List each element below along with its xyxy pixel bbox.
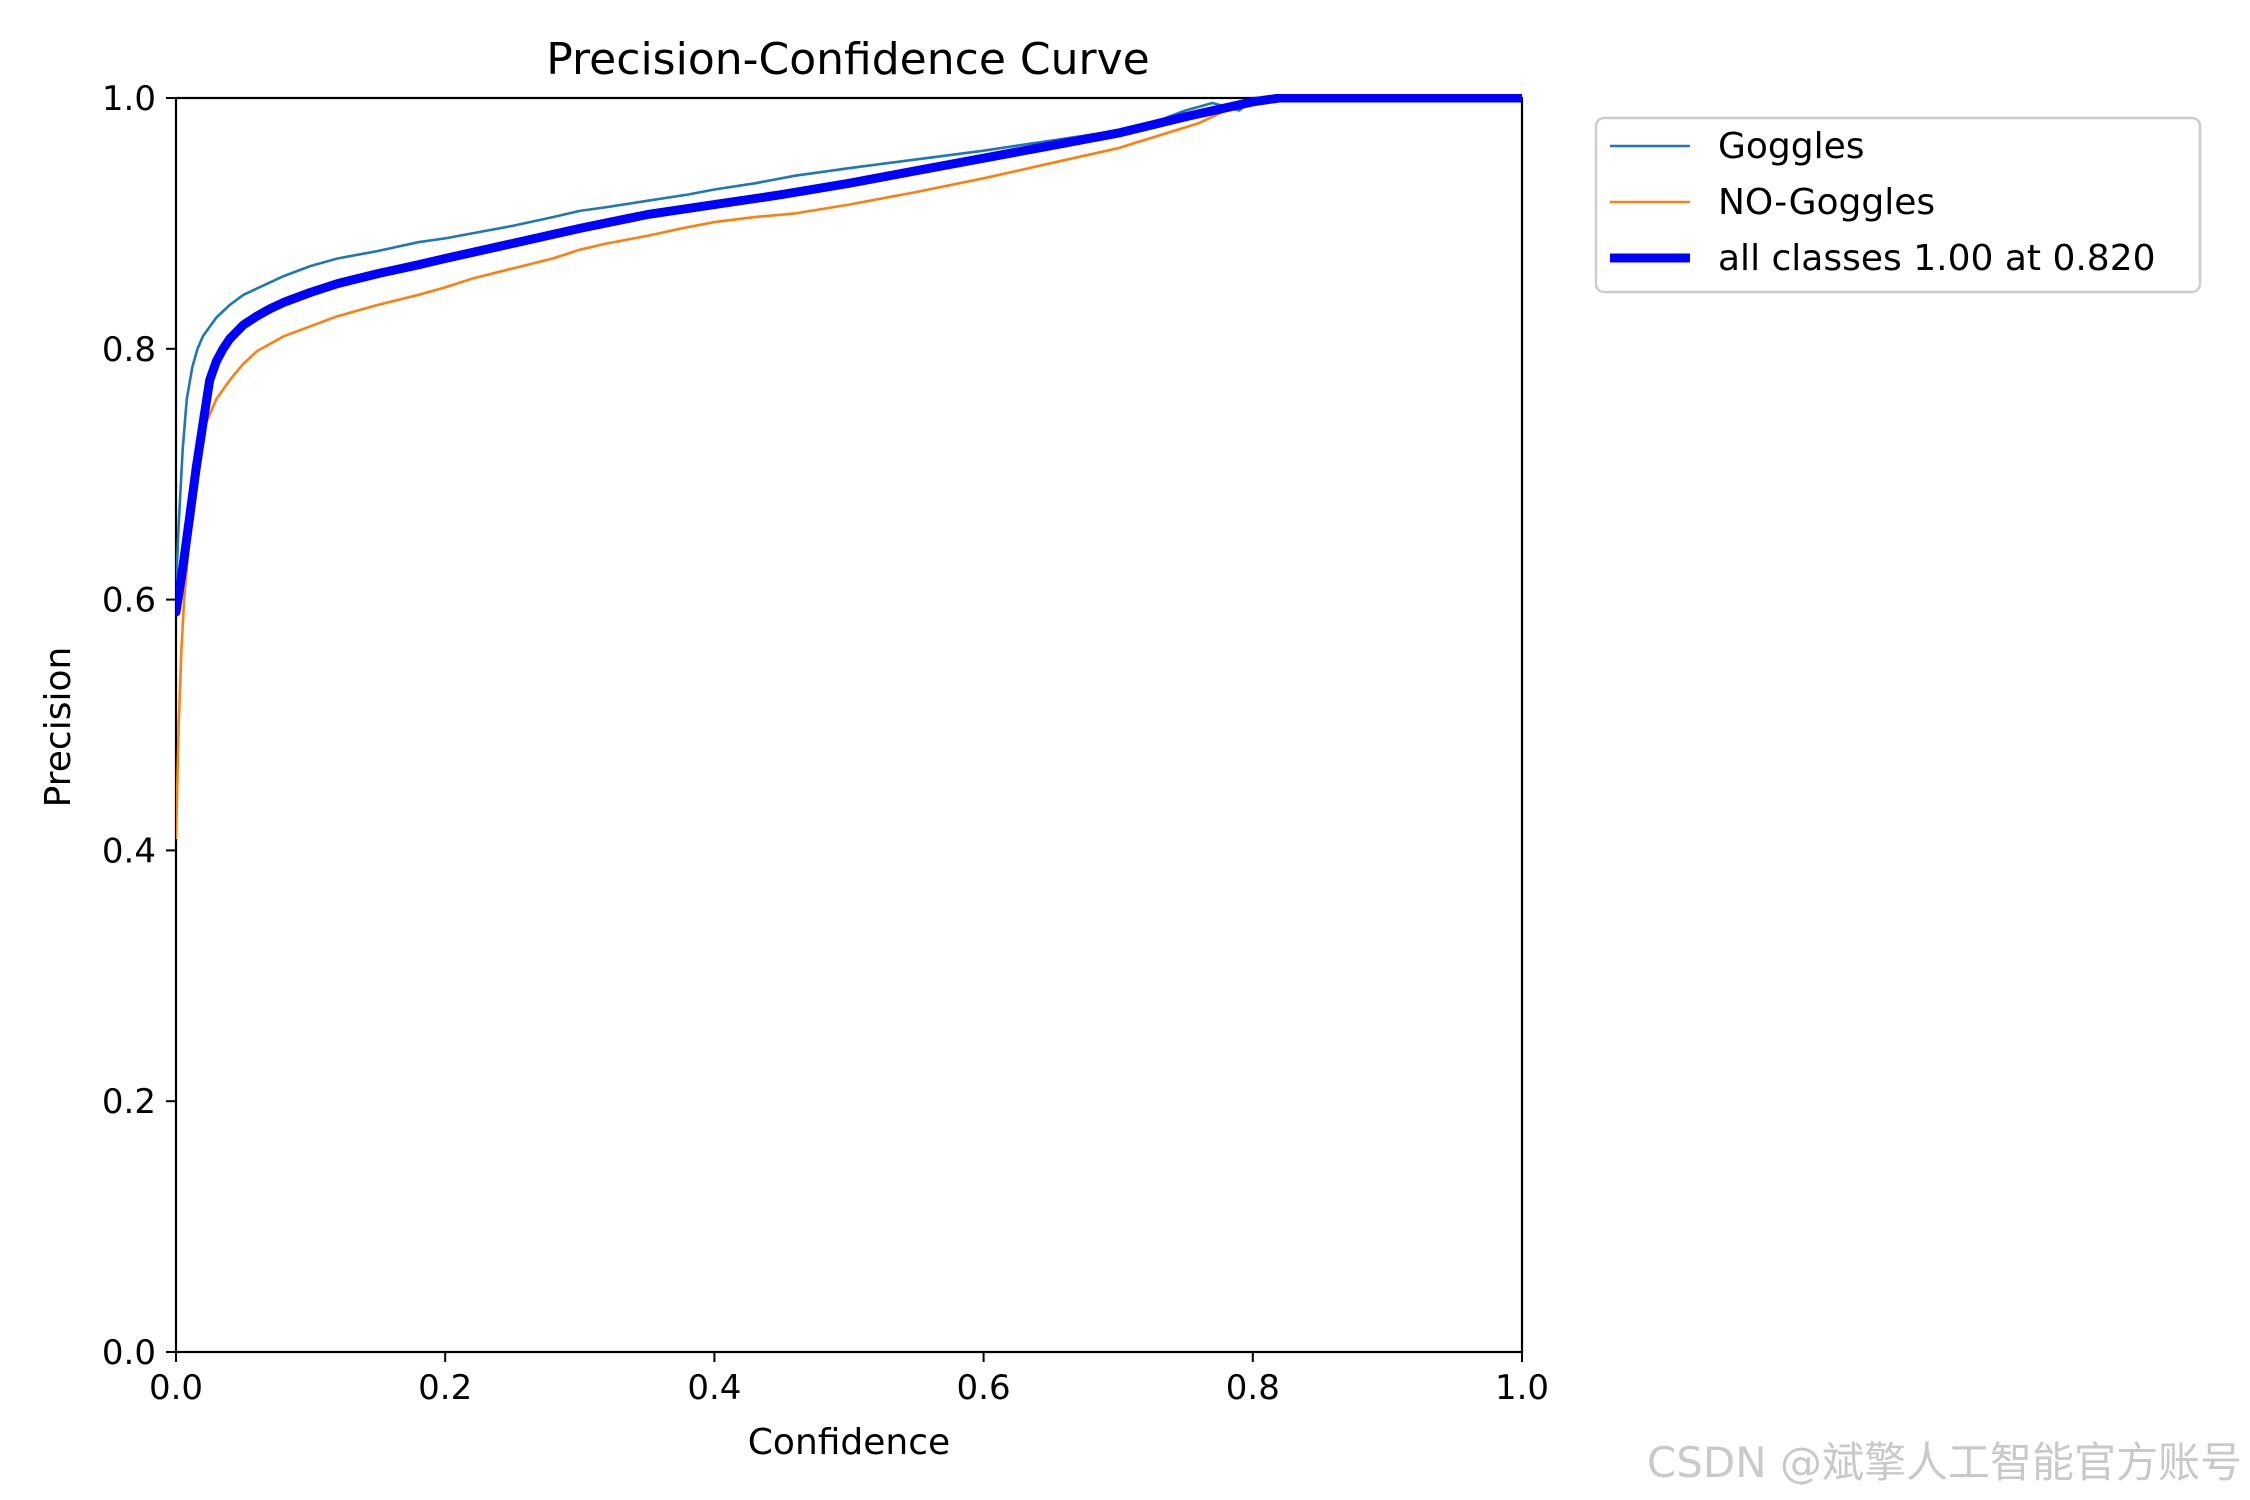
series-line-no-goggles: [176, 96, 1522, 840]
x-tick-label: 0.0: [149, 1368, 203, 1408]
y-tick-label: 0.6: [102, 581, 156, 621]
y-tick-label: 0.8: [102, 330, 156, 370]
legend-label: Goggles: [1718, 126, 1865, 167]
axes-frame: [174, 96, 1524, 1354]
x-axis-ticks: 0.0 0.2 0.4 0.6 0.8 1.0: [149, 1352, 1549, 1408]
watermark: CSDN @斌擎人工智能官方账号: [1646, 1438, 2242, 1487]
x-tick-label: 0.8: [1226, 1368, 1280, 1408]
legend-box: [1594, 116, 2202, 294]
x-tick-label: 0.6: [957, 1368, 1011, 1408]
y-axis-ticks: 0.0 0.2 0.4 0.6 0.8 1.0: [102, 79, 176, 1373]
series-line-all-classes-1-00-at-0-820: [176, 94, 1522, 617]
y-axis-label: Precision: [38, 647, 79, 808]
x-tick-label: 0.2: [418, 1368, 472, 1408]
series-line-goggles: [176, 96, 1522, 589]
x-tick-label: 1.0: [1495, 1368, 1549, 1408]
x-tick-label: 0.4: [687, 1368, 741, 1408]
legend-label: all classes 1.00 at 0.820: [1718, 238, 2156, 279]
x-axis-label: Confidence: [748, 1422, 950, 1463]
y-tick-label: 0.2: [102, 1082, 156, 1122]
series-layer: [176, 94, 1522, 840]
y-tick-label: 0.4: [102, 831, 156, 871]
plot-area: [174, 96, 1524, 1354]
legend-label: NO-Goggles: [1718, 182, 1935, 223]
y-tick-label: 1.0: [102, 79, 156, 119]
chart-title: Precision-Confidence Curve: [546, 34, 1149, 85]
legend: Goggles NO-Goggles all classes 1.00 at 0.8…: [1594, 116, 2202, 294]
y-tick-label: 0.0: [102, 1333, 156, 1373]
